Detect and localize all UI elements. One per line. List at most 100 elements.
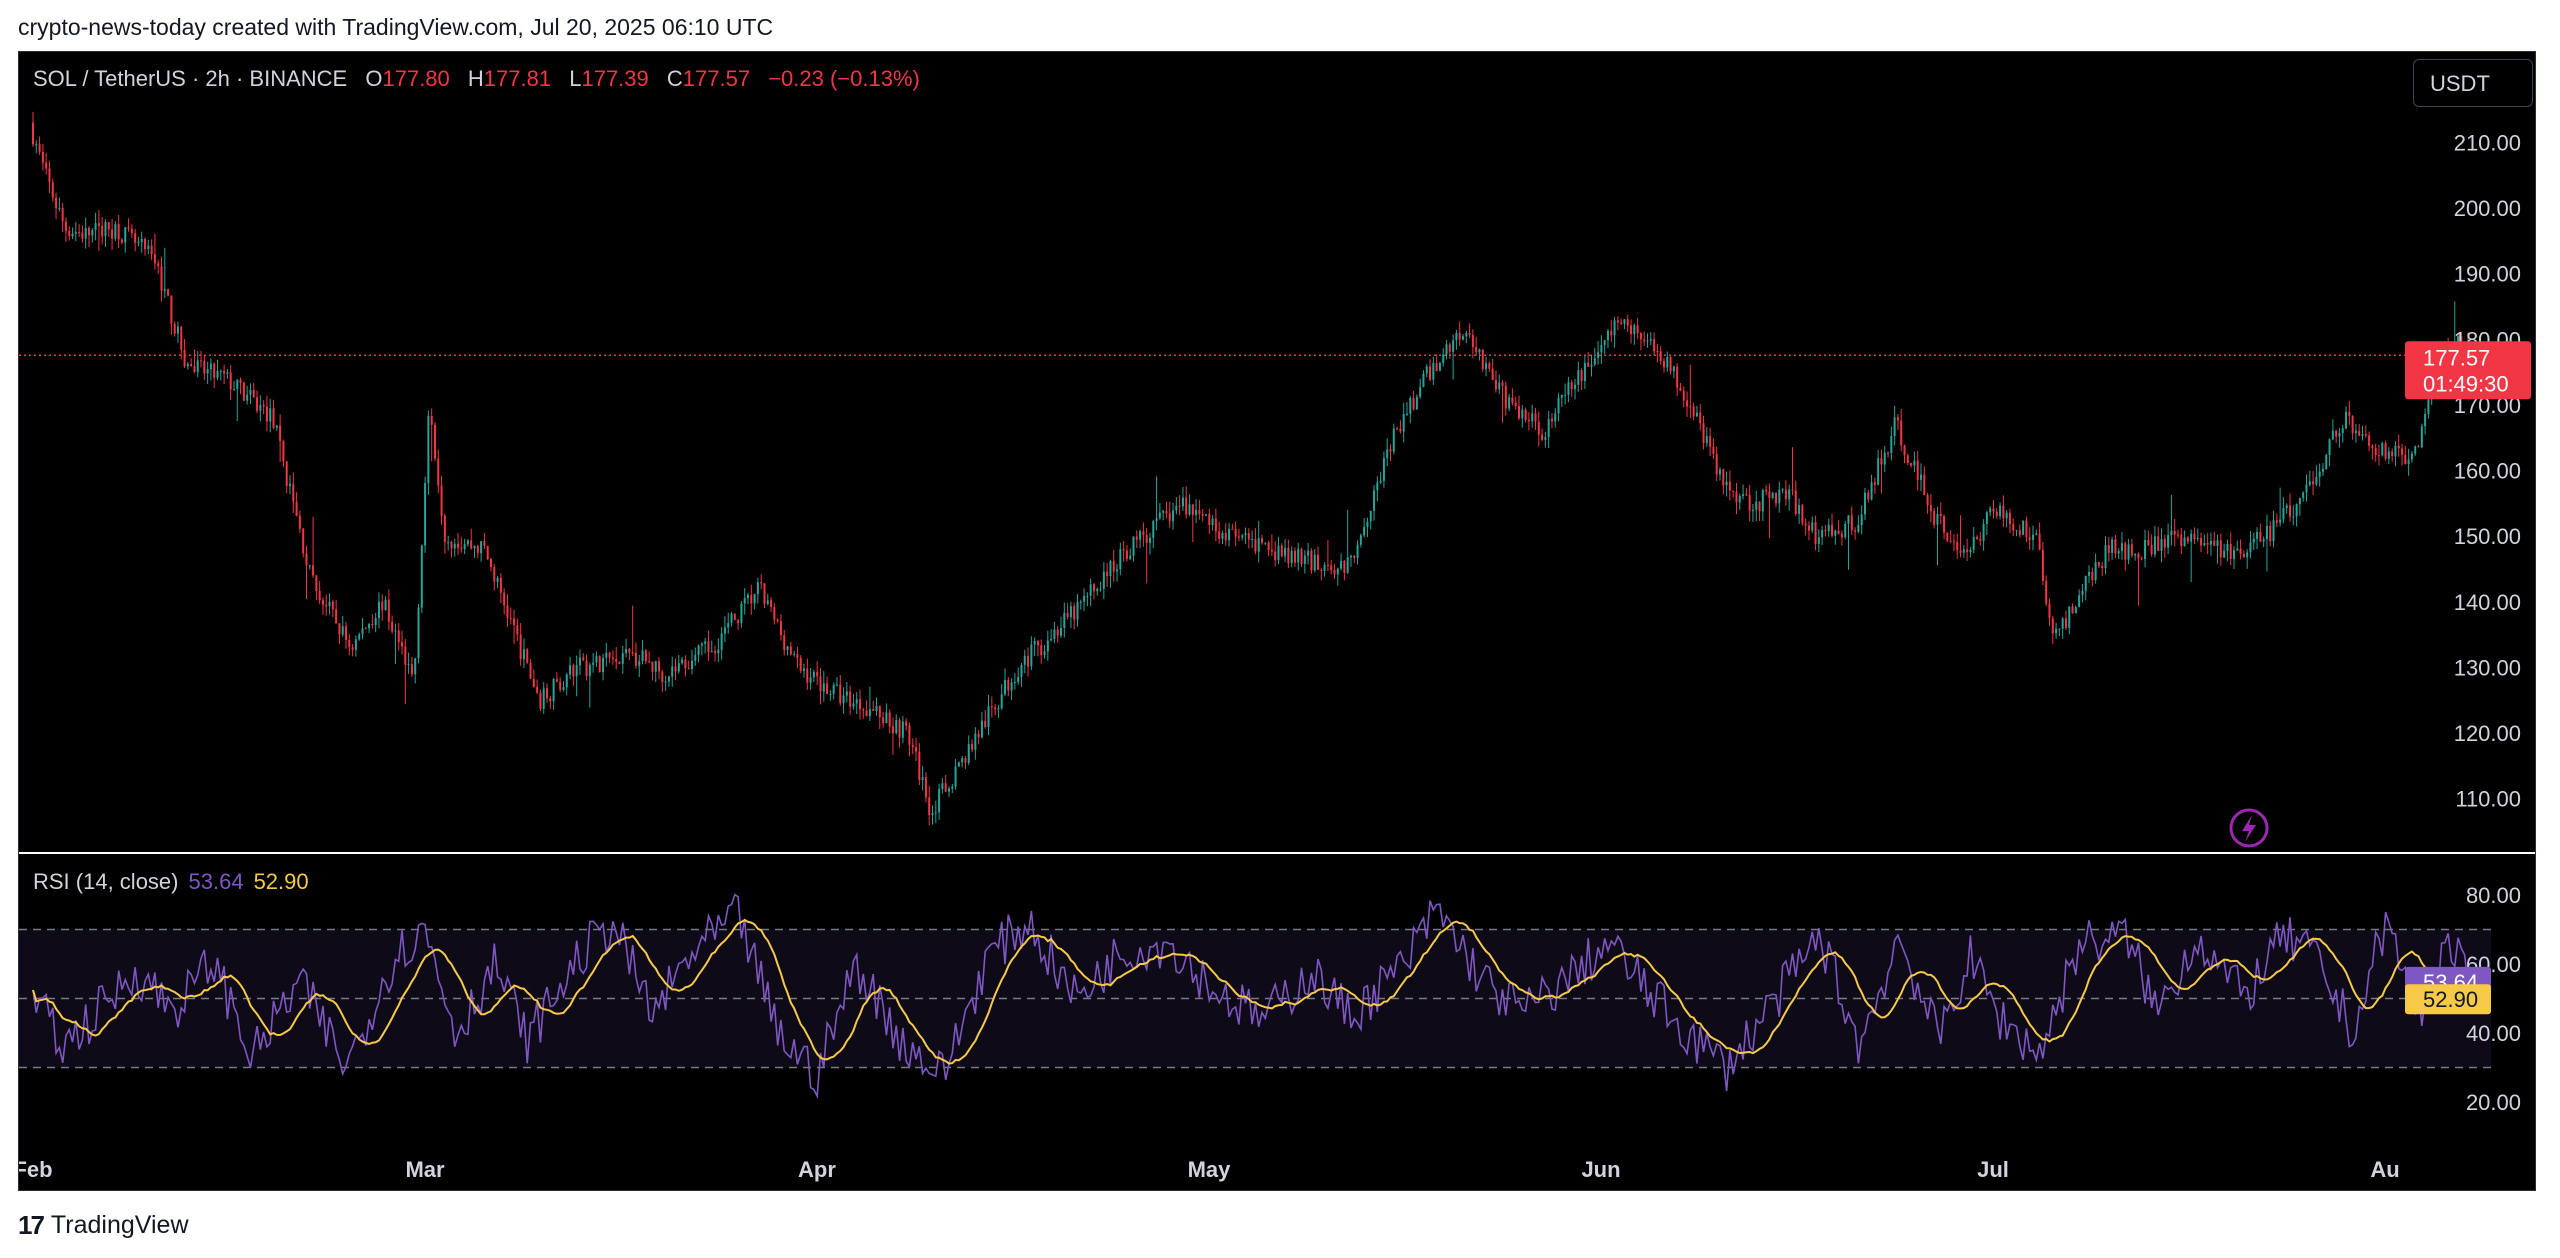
candle-body [951,786,954,789]
candle-body [885,712,888,723]
candle-body [707,641,710,653]
candle-body [1583,362,1586,382]
candle-body [1274,551,1277,561]
candle-body [1580,370,1583,382]
candle-body [1027,655,1030,667]
tradingview-brand[interactable]: 17 TradingView [18,1210,189,1241]
candle-body [1303,555,1306,565]
candle-body [595,656,598,663]
symbol-label[interactable]: SOL / TetherUS · 2h · BINANCE [33,66,348,91]
candle-body [1814,522,1817,545]
candle-body [1422,373,1425,387]
candle-body [1929,505,1932,512]
candle-body [2041,549,2044,581]
candle-body [2397,445,2400,449]
candle-body [2183,537,2186,547]
candle-body [770,600,773,607]
rsi-legend: RSI (14, close) 53.64 52.90 [33,869,309,895]
candle-body [377,601,380,619]
chart-frame[interactable]: 110.00 120.00 130.00 140.00 150.00 160.00 170.… [18,51,2536,1191]
candle-body [819,676,822,692]
candle-body [2312,481,2315,485]
candle-body [654,661,657,672]
candle-body [1775,492,1778,504]
candle-body [173,323,176,334]
candle-body [1880,458,1883,465]
price-tick-label: 130.00 [2454,655,2521,680]
candle-body [473,545,476,549]
candle-body [1850,515,1853,531]
currency-button[interactable]: USDT [2413,59,2533,107]
candle-body [2193,533,2196,540]
candle-body [717,649,720,654]
candle-body [1732,490,1735,492]
candle-body [1570,382,1573,390]
candle-body [2101,565,2104,569]
candle-body [2242,553,2245,558]
time-tick-label: Feb [19,1157,53,1182]
candle-body [2387,451,2390,459]
candle-body [1748,494,1751,511]
price-tick-label: 200.00 [2454,196,2521,221]
candle-body [2315,476,2318,485]
candle-body [2160,539,2163,552]
rsi-title[interactable]: RSI (14, close) [33,869,179,894]
candle-body [1066,612,1069,618]
candle-body [2134,553,2137,556]
tradingview-logo: 17 [18,1210,45,1240]
candle-body [1244,533,1247,536]
candle-body [891,726,894,734]
candle-body [493,567,496,582]
candle-body [2404,454,2407,465]
candle-body [1218,531,1221,539]
candle-body [1913,460,1916,466]
candle-body [984,720,987,728]
candle-body [1992,508,1995,512]
candle-body [1903,445,1906,456]
candle-body [180,326,183,350]
candle-body [1013,682,1016,684]
candle-body [2140,558,2143,560]
candle-body [1537,421,1540,435]
candle-body [1807,525,1810,531]
candle-body [694,654,697,661]
lightning-icon[interactable] [2229,808,2269,848]
candle-body [878,705,881,718]
candle-body [915,747,918,752]
candle-body [466,540,469,545]
candle-body [1564,394,1567,396]
candle-body [697,645,700,655]
candle-body [1307,550,1310,556]
candle-body [1129,555,1132,559]
candle-body [1656,351,1659,353]
candle-body [1745,494,1748,496]
candle-body [104,221,107,237]
candle-body [779,621,782,636]
candle-body [404,646,407,666]
candle-body [793,654,796,656]
candle-body [450,541,453,549]
candle-body [391,621,394,632]
candle-body [513,618,516,626]
candle-body [1956,542,1959,551]
time-tick-label: May [1188,1157,1232,1182]
candle-body [249,389,252,395]
candle-body [1300,548,1303,565]
candle-body [832,684,835,694]
candle-body [430,415,433,425]
rsi-line [32,893,2469,1100]
candle-body [1145,535,1148,543]
candle-body [147,245,150,250]
candle-body [1214,518,1217,532]
candle-body [2084,575,2087,591]
candle-body [1699,412,1702,424]
candle-body [572,665,575,677]
candle-body [954,766,957,787]
candle-body [2173,530,2176,535]
candle-body [1425,366,1428,374]
rsi-ma-line [32,918,2469,1065]
candle-body [275,425,278,428]
chart-canvas[interactable]: 110.00120.00130.00140.00150.00160.00170.… [19,52,2535,1190]
candle-body [1827,524,1830,532]
candle-body [2262,539,2265,542]
